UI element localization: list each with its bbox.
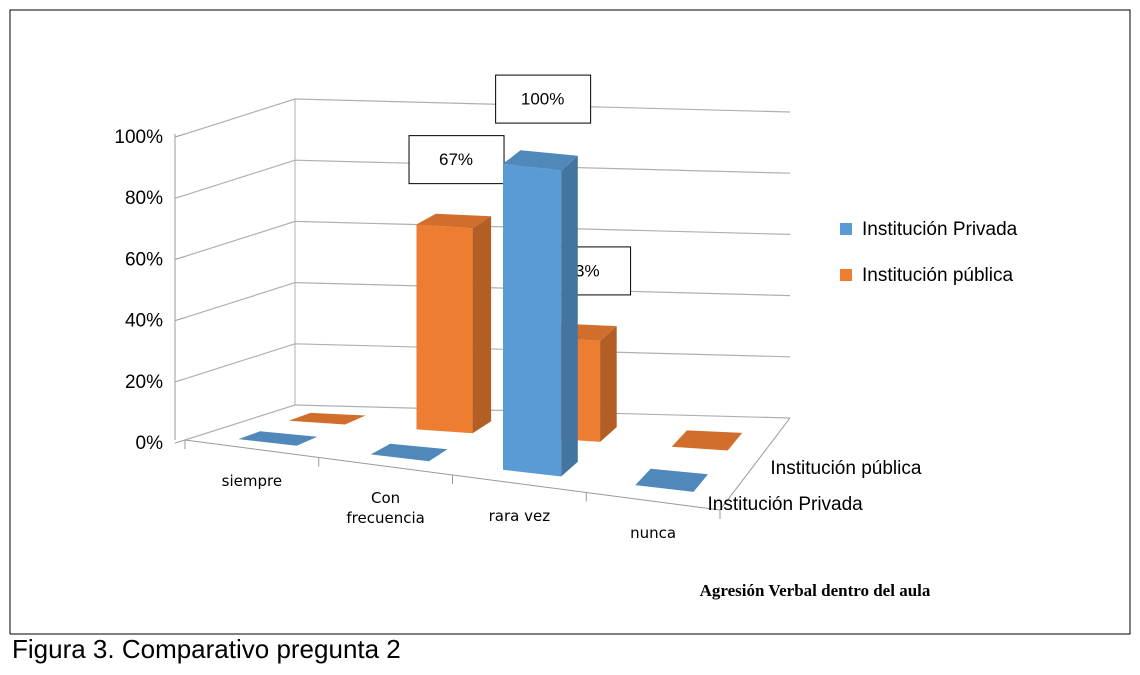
depth-axis	[719, 417, 791, 511]
bar-front	[416, 224, 473, 434]
y-tick-label: 80%	[125, 188, 163, 209]
bar-top	[416, 213, 492, 229]
legend-swatch	[840, 223, 852, 235]
bar-top	[238, 431, 318, 446]
value-label: 67%	[439, 150, 473, 169]
x-tick-label: nunca	[630, 524, 677, 543]
y-tick-label: 20%	[125, 372, 163, 393]
bar-front	[503, 163, 562, 477]
y-tick	[174, 255, 186, 260]
y-tick	[174, 194, 186, 199]
bar-side	[472, 216, 492, 434]
figure-caption: Figura 3. Comparativo pregunta 2	[12, 634, 401, 664]
value-label-box	[408, 135, 505, 185]
y-tick	[174, 439, 186, 444]
value-label: 100%	[521, 90, 564, 109]
y-tick-label: 0%	[136, 433, 164, 454]
bar-top	[288, 412, 366, 425]
y-tick-label: 100%	[114, 127, 163, 148]
depth-label: Institución Privada	[708, 494, 864, 515]
y-tick-label: 40%	[125, 311, 163, 332]
y-tick	[174, 378, 186, 383]
y-tick-label: 60%	[125, 249, 163, 270]
bar-top	[503, 150, 578, 171]
value-label-box	[495, 74, 592, 124]
x-tick-label: rara vez	[488, 506, 551, 525]
bar-top	[370, 443, 448, 462]
chart-caption: Agresión Verbal dentro del aula	[700, 581, 931, 600]
y-tick	[174, 133, 186, 138]
frame	[9, 9, 1131, 635]
x-tick-label: Con frecuencia	[346, 489, 425, 528]
legend-label: Institución pública	[862, 265, 1013, 286]
bar-top	[635, 468, 708, 492]
legend-swatch	[840, 269, 852, 281]
y-tick	[174, 317, 186, 322]
bar-side	[561, 155, 578, 477]
bar-side	[600, 326, 617, 442]
depth-label: Institución pública	[770, 458, 921, 479]
x-tick-label: siempre	[221, 471, 283, 490]
legend-label: Institución Privada	[862, 219, 1018, 240]
grid-line	[184, 98, 791, 135]
bar-top	[671, 430, 743, 451]
